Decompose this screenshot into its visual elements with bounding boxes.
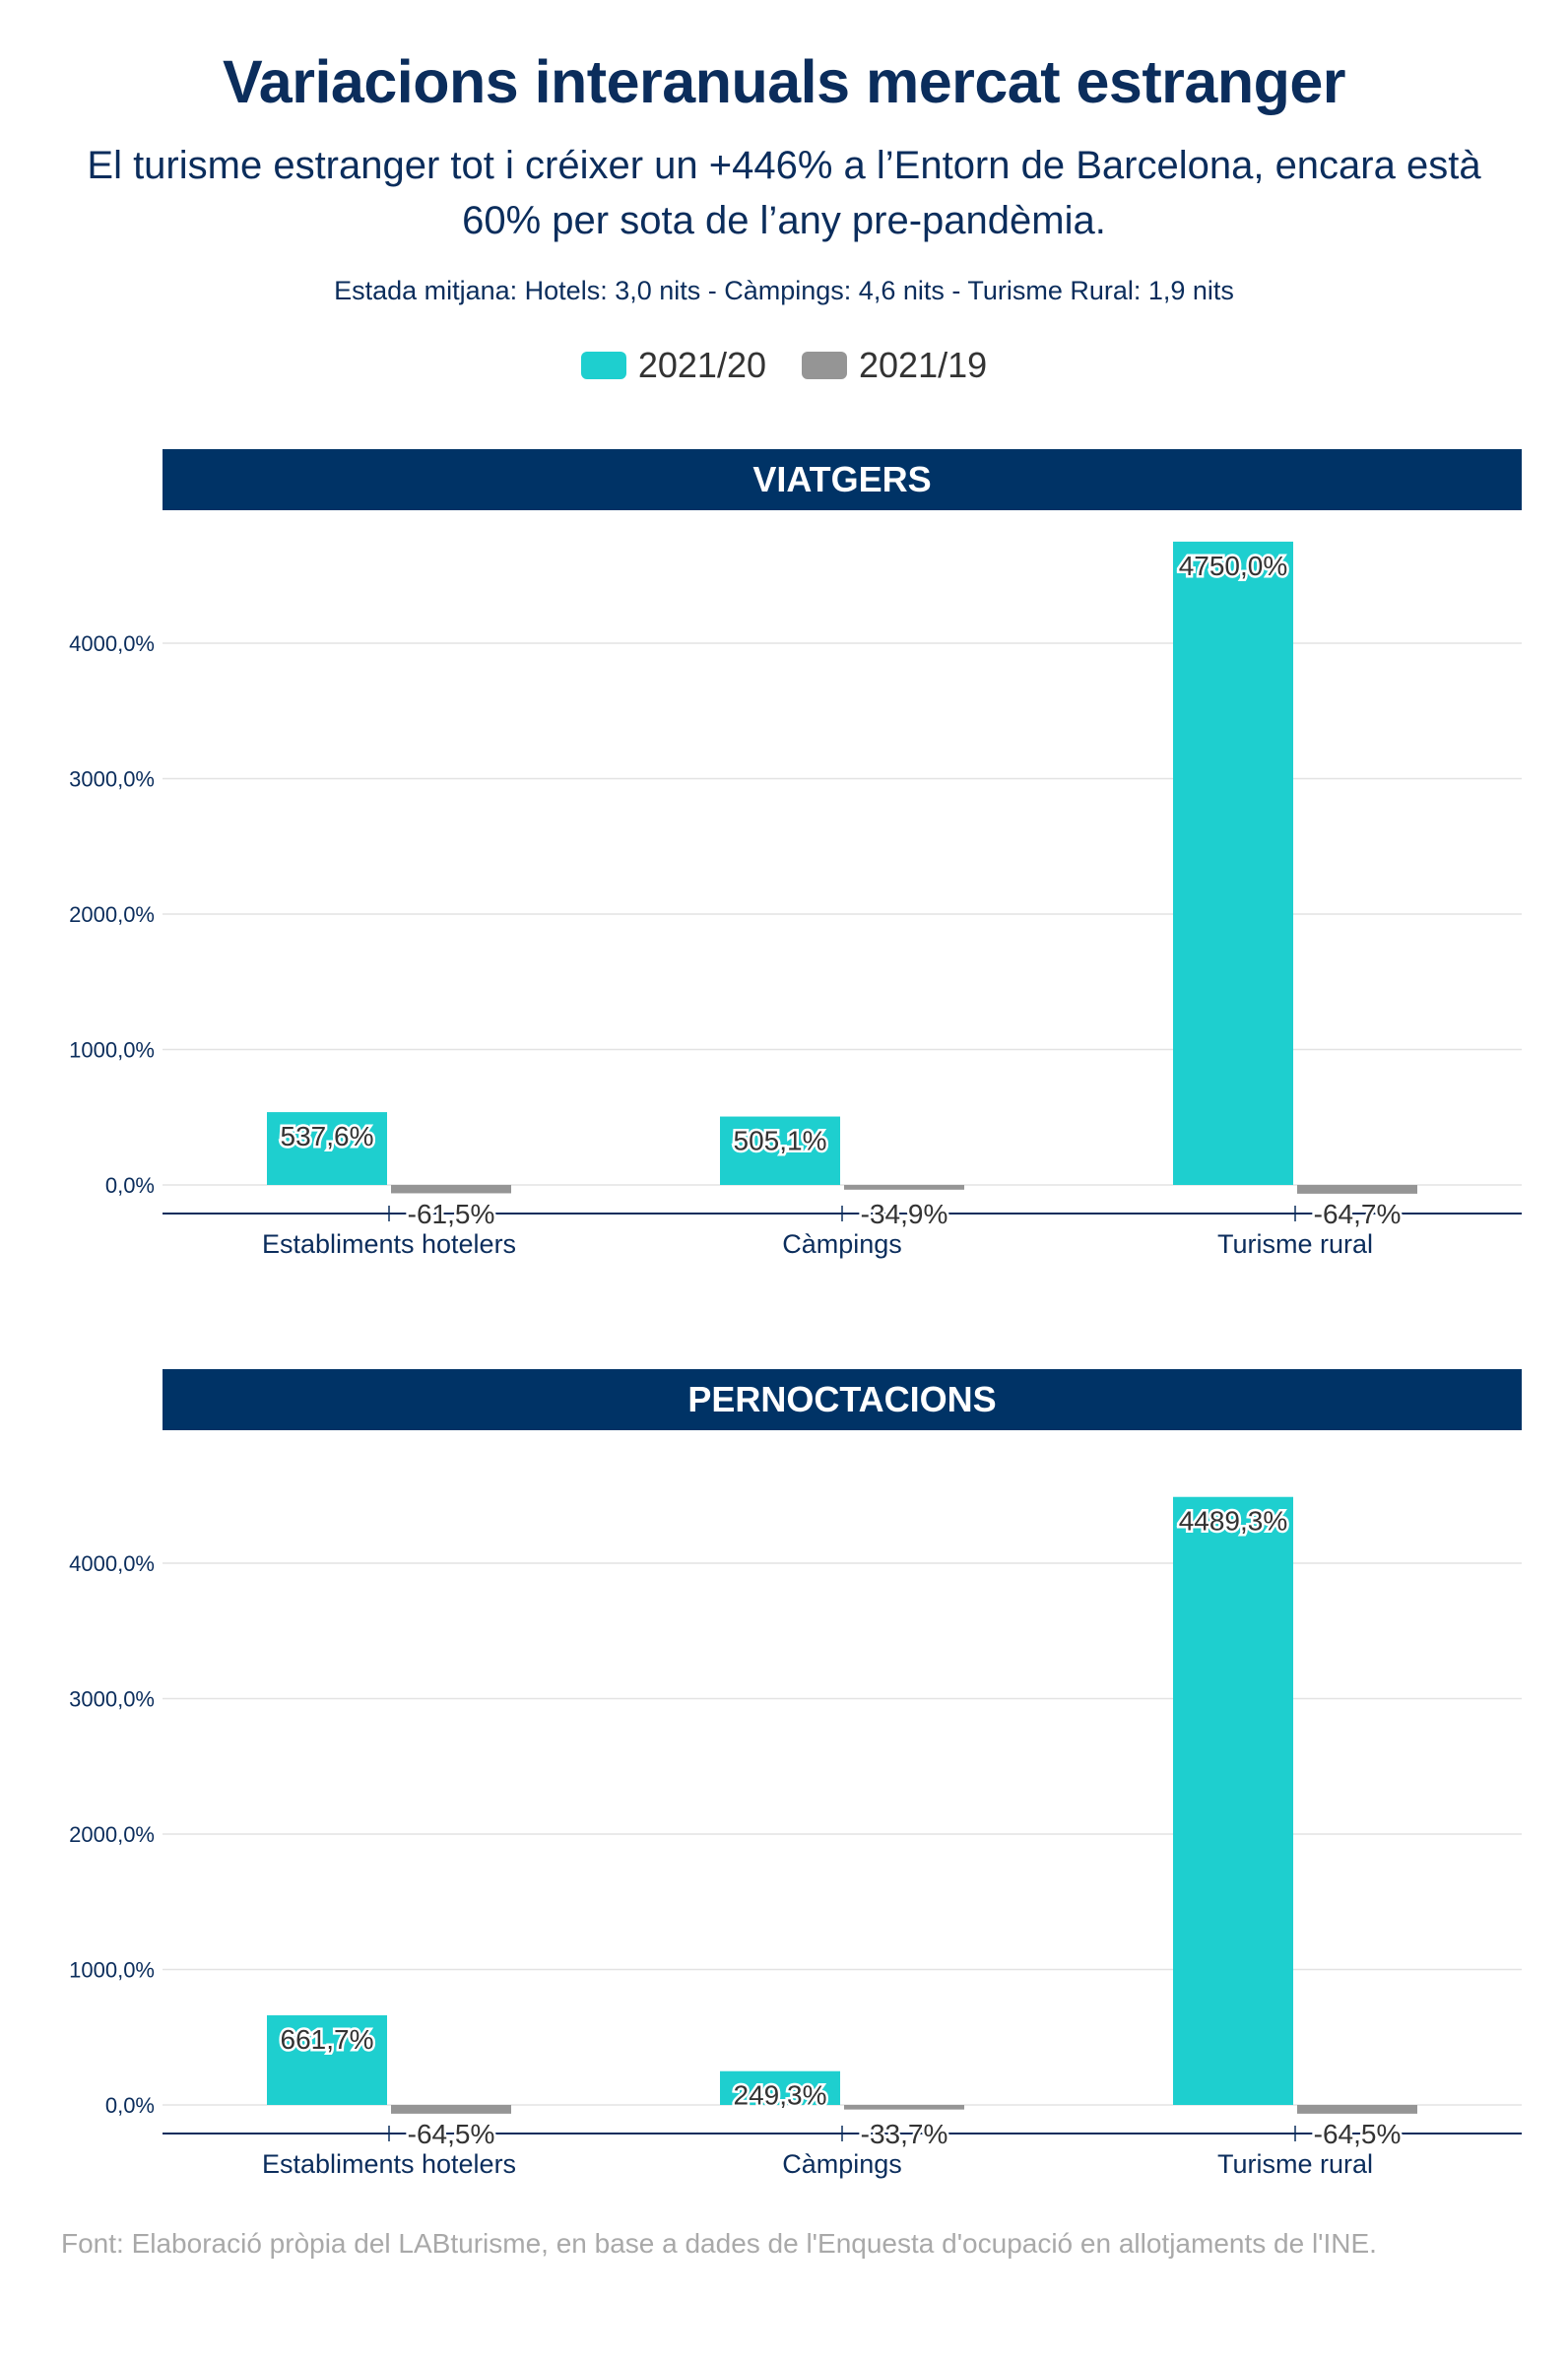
x-tick-label: Turisme rural bbox=[1217, 2149, 1373, 2179]
y-tick-label: 1000,0% bbox=[69, 1038, 155, 1063]
y-tick-label: 2000,0% bbox=[69, 902, 155, 927]
bar-2021-19 bbox=[391, 1185, 511, 1194]
legend-swatch-2021-19 bbox=[802, 352, 847, 379]
y-tick-label: 0,0% bbox=[105, 2093, 155, 2118]
x-tick-label: Càmpings bbox=[782, 1229, 902, 1259]
data-label: 4489,3% bbox=[1179, 1506, 1288, 1537]
bar-2021-20 bbox=[1173, 541, 1293, 1185]
bar-2021-19 bbox=[391, 2105, 511, 2114]
data-label: -33,7% bbox=[861, 2119, 948, 2149]
bar-2021-20 bbox=[267, 2015, 387, 2105]
chart-title: Variacions interanuals mercat estranger bbox=[222, 48, 1346, 115]
x-tick-label: Establiments hotelers bbox=[262, 1229, 516, 1259]
source-note: Font: Elaboració pròpia del LABturisme, … bbox=[61, 2228, 1377, 2259]
x-tick-label: Càmpings bbox=[782, 2149, 902, 2179]
bar-2021-19 bbox=[844, 1185, 964, 1190]
data-label: 505,1% bbox=[734, 1126, 827, 1156]
bar-2021-20 bbox=[720, 1116, 840, 1185]
legend-item-2021-19[interactable]: 2021/19 bbox=[802, 345, 987, 386]
chart-pernoctacions: 0,0% 1000,0% 2000,0% 3000,0% 4000,0% Establim… bbox=[69, 1496, 1522, 2179]
panel-pernoctacions: PERNOCTACIONS 0,0% 1000,0% 2000,0% 3000,0% 4… bbox=[0, 1369, 1568, 2216]
x-tick-label: Turisme rural bbox=[1217, 1229, 1373, 1259]
average-stay-note: Estada mitjana: Hotels: 3,0 nits - Càmpi… bbox=[334, 276, 1234, 305]
data-label: 4750,0% bbox=[1179, 551, 1288, 581]
y-tick-label: 4000,0% bbox=[69, 631, 155, 656]
bar-2021-19 bbox=[1297, 2105, 1417, 2114]
y-tick-label: 4000,0% bbox=[69, 1551, 155, 1576]
data-label: -64,7% bbox=[1314, 1199, 1402, 1229]
chart-viatgers: 0,0% 1000,0% 2000,0% 3000,0% 4000,0% Establim… bbox=[69, 541, 1522, 1259]
legend-label-2021-20: 2021/20 bbox=[637, 345, 766, 385]
y-tick-label: 3000,0% bbox=[69, 1687, 155, 1712]
data-label: -64,5% bbox=[408, 2119, 495, 2149]
legend: 2021/20 2021/19 bbox=[0, 345, 1568, 386]
chart-subtitle: El turisme estranger tot i créixer un +4… bbox=[87, 144, 1481, 242]
y-tick-label: 2000,0% bbox=[69, 1822, 155, 1847]
y-tick-label: 1000,0% bbox=[69, 1958, 155, 1983]
bar-2021-19 bbox=[1297, 1185, 1417, 1194]
bar-2021-20 bbox=[720, 2070, 840, 2105]
data-label: -61,5% bbox=[408, 1199, 495, 1229]
panel-header-viatgers: VIATGERS bbox=[163, 449, 1522, 510]
data-label: -64,5% bbox=[1314, 2119, 1402, 2149]
data-label: 537,6% bbox=[281, 1121, 374, 1151]
bar-2021-19 bbox=[844, 2105, 964, 2110]
x-tick-label: Establiments hotelers bbox=[262, 2149, 516, 2179]
legend-label-2021-19: 2021/19 bbox=[859, 345, 988, 385]
panel-viatgers: VIATGERS 0,0% 1000,0% 2000,0% 3000,0% 4000,0… bbox=[0, 449, 1568, 1296]
data-label: 249,3% bbox=[734, 2080, 827, 2111]
data-label: 661,7% bbox=[281, 2024, 374, 2055]
y-tick-label: 3000,0% bbox=[69, 767, 155, 792]
legend-item-2021-20[interactable]: 2021/20 bbox=[580, 345, 766, 386]
bar-2021-20 bbox=[1173, 1496, 1293, 2105]
y-tick-label: 0,0% bbox=[105, 1173, 155, 1198]
legend-swatch-2021-20 bbox=[580, 352, 626, 379]
panel-header-pernoctacions: PERNOCTACIONS bbox=[163, 1369, 1522, 1430]
data-label: -34,9% bbox=[861, 1199, 948, 1229]
bar-2021-20 bbox=[267, 1112, 387, 1185]
